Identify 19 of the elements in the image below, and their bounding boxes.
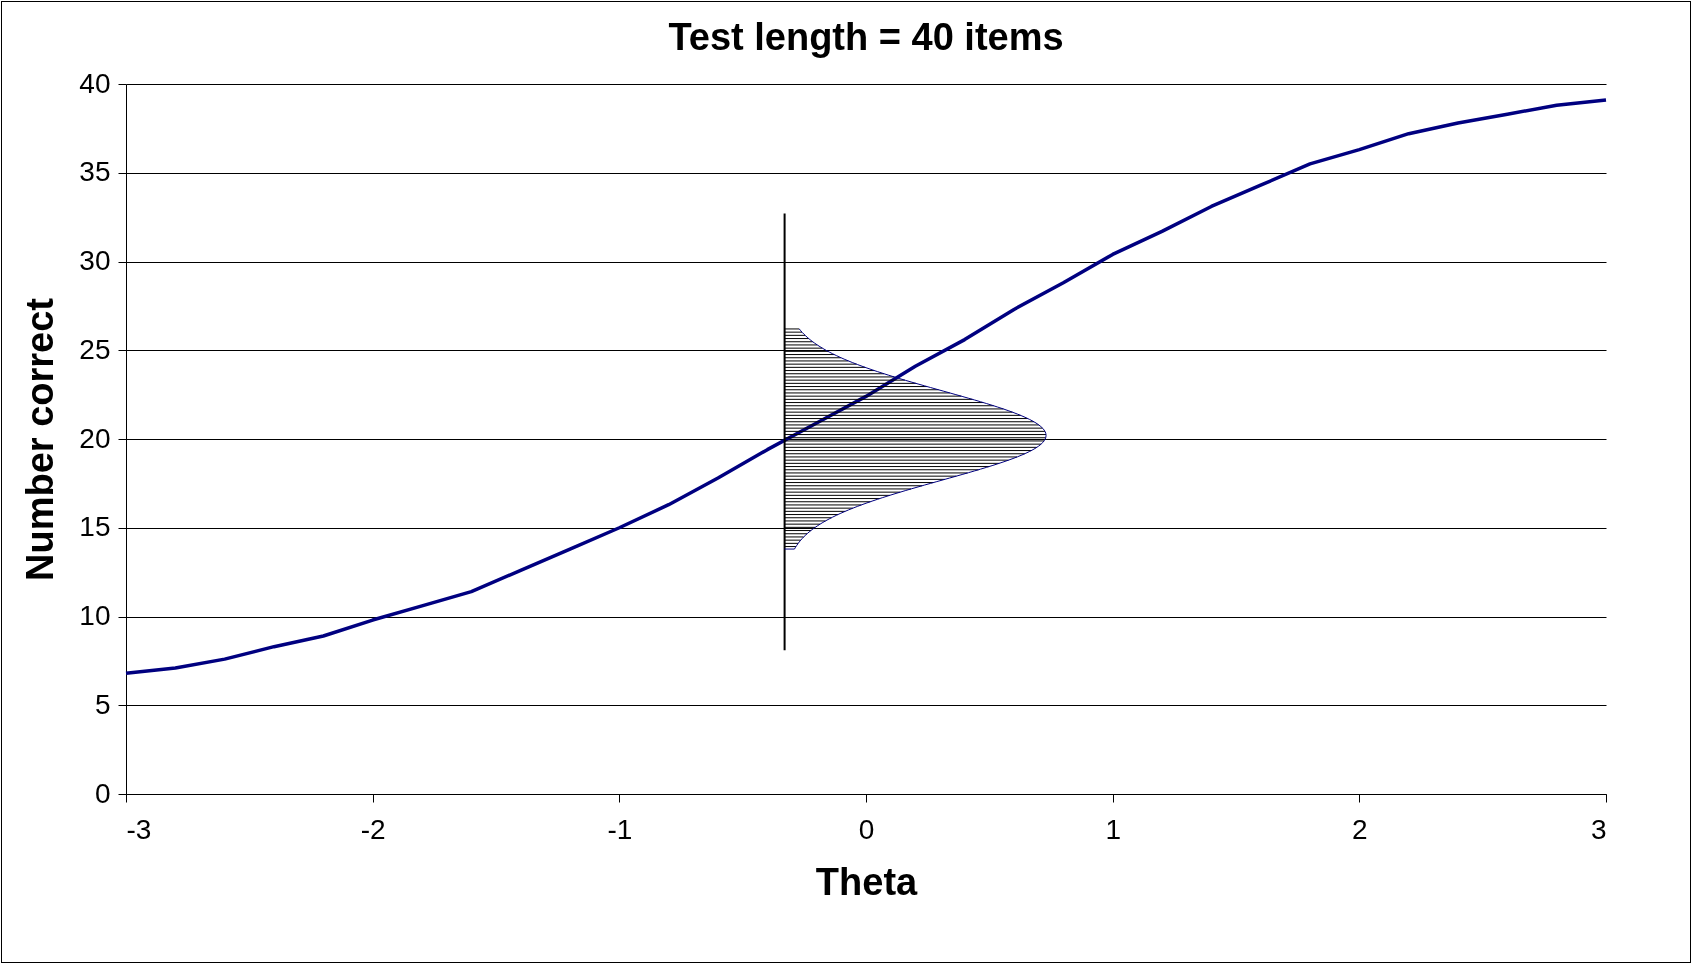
y-tick-label: 40	[79, 67, 111, 99]
x-tick-label: 2	[1352, 813, 1368, 845]
y-tick-label: 35	[79, 156, 111, 188]
x-tick-label: -1	[607, 813, 633, 845]
x-tick-label: 3	[1590, 813, 1607, 845]
chart-title: Test length = 40 items	[668, 16, 1064, 58]
y-tick-label: 15	[79, 511, 111, 543]
x-tick-label: -2	[360, 813, 386, 845]
y-tick-label: 5	[94, 688, 111, 720]
y-tick-label: 10	[79, 600, 111, 631]
x-tick-label: 0	[858, 813, 875, 845]
x-tick-label: -3	[126, 813, 152, 845]
y-axis-title: Number correct	[19, 297, 62, 581]
x-tick-label: 1	[1105, 813, 1121, 845]
y-tick-label: 25	[79, 333, 111, 365]
y-tick-label: 30	[79, 245, 111, 276]
x-axis-title: Theta	[815, 860, 919, 903]
y-tick-label: 0	[94, 777, 111, 809]
y-tick-label: 20	[79, 422, 111, 454]
